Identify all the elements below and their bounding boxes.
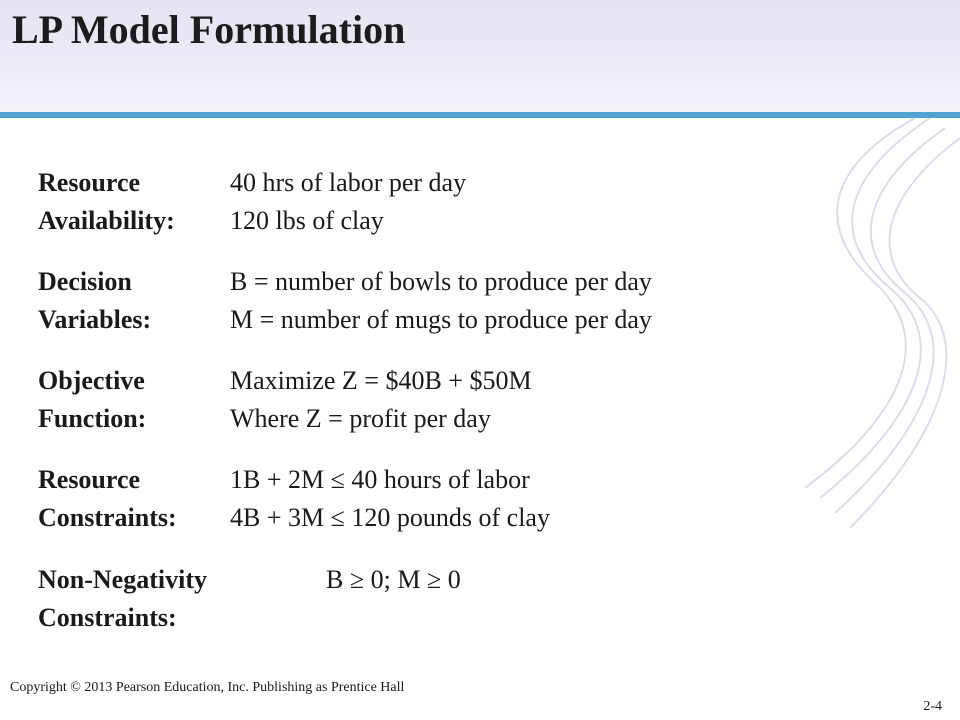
title-band bbox=[0, 0, 960, 116]
label-line-1: Resource bbox=[38, 465, 141, 494]
label-line-2: Constraints: bbox=[38, 503, 177, 532]
decorative-swirl bbox=[804, 118, 960, 529]
slide-number: 2-4 bbox=[923, 699, 942, 714]
slide-title: LP Model Formulation bbox=[12, 7, 406, 52]
label-line-2: Availability: bbox=[38, 206, 175, 235]
copyright-footer: Copyright © 2013 Pearson Education, Inc.… bbox=[10, 680, 405, 695]
value-line-1: Maximize Z = $40B + $50M bbox=[230, 366, 532, 395]
label-line-2: Function: bbox=[38, 404, 147, 433]
value-line-2: 120 lbs of clay bbox=[230, 206, 384, 235]
value-line-1: B ≥ 0; M ≥ 0 bbox=[326, 565, 461, 594]
label-line-2: Variables: bbox=[38, 305, 152, 334]
value-line-2: 4B + 3M ≤ 120 pounds of clay bbox=[230, 503, 550, 532]
value-line-1: 1B + 2M ≤ 40 hours of labor bbox=[230, 465, 530, 494]
value-line-1: B = number of bowls to produce per day bbox=[230, 267, 652, 296]
label-line-1: Decision bbox=[38, 267, 132, 296]
label-line-1: Objective bbox=[38, 366, 145, 395]
value-line-2: M = number of mugs to produce per day bbox=[230, 305, 652, 334]
title-rule bbox=[0, 112, 960, 118]
label-line-1: Non-Negativity bbox=[38, 565, 207, 594]
value-line-2: Where Z = profit per day bbox=[230, 404, 491, 433]
label-line-1: Resource bbox=[38, 168, 141, 197]
label-line-2: Constraints: bbox=[38, 603, 177, 632]
value-line-1: 40 hrs of labor per day bbox=[230, 168, 467, 197]
